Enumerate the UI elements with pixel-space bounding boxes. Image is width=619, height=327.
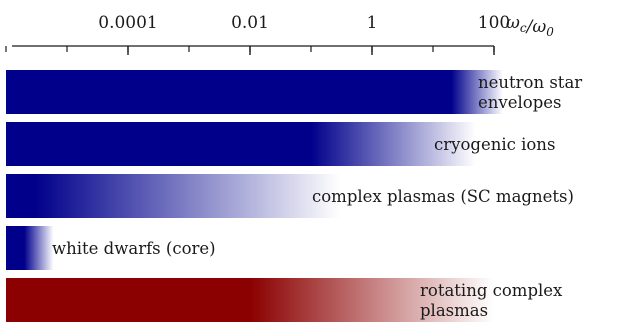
tick-label: 0.01 xyxy=(231,13,269,33)
range-bar xyxy=(6,122,476,166)
bar-label: complex plasmas (SC magnets) xyxy=(312,187,574,206)
bar-label: envelopes xyxy=(478,93,561,112)
range-bar xyxy=(6,70,503,114)
bar-label: rotating complex xyxy=(420,281,563,300)
range-bar xyxy=(6,226,53,270)
bar-label: cryogenic ions xyxy=(434,135,555,154)
tick-label: 1 xyxy=(367,13,378,33)
axis-label: ωc/ω0 xyxy=(506,13,554,39)
bar-label: white dwarfs (core) xyxy=(52,239,216,258)
bar-label: plasmas xyxy=(420,301,488,320)
range-bar xyxy=(6,174,340,218)
tick-label: 0.0001 xyxy=(98,13,157,33)
bar-label: neutron star xyxy=(478,73,582,92)
